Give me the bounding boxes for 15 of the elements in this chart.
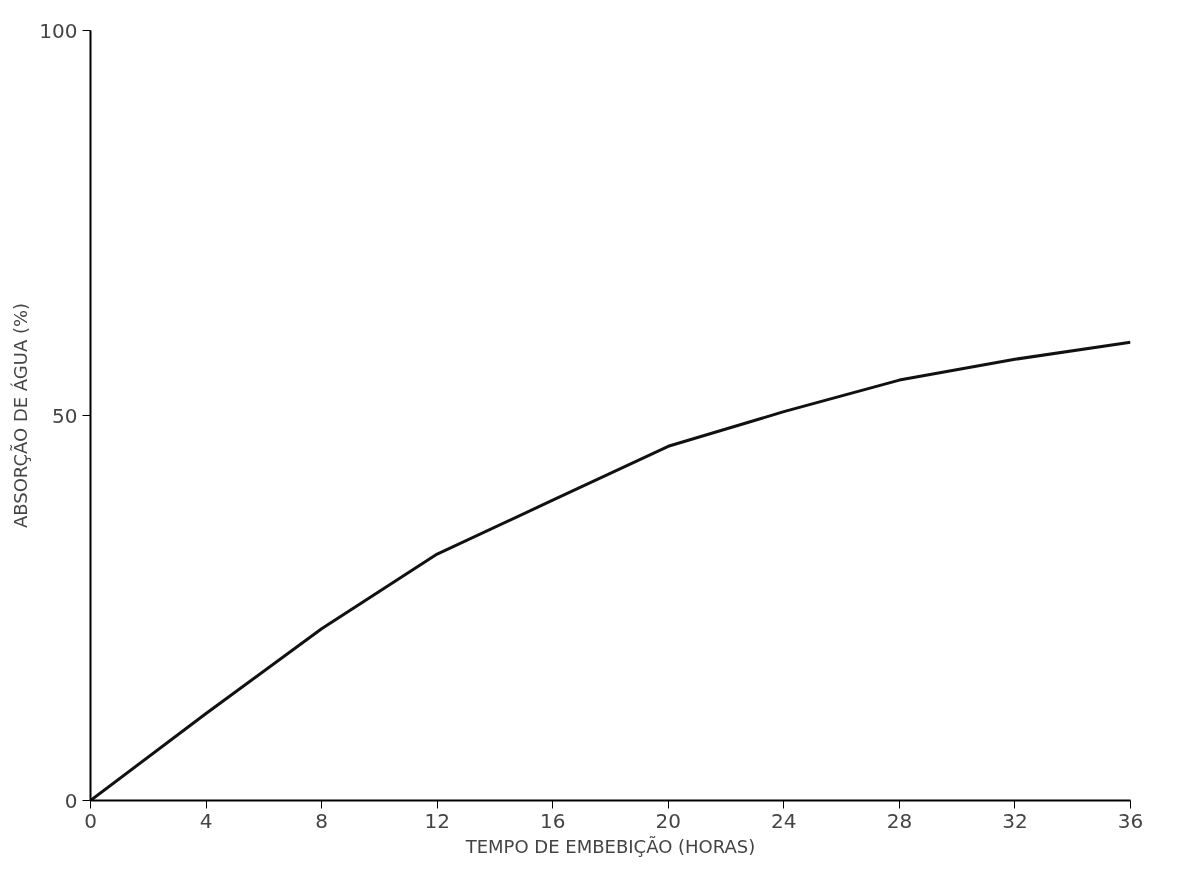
y-tick-label: 100 [39,18,78,43]
y-tick-label: 50 [52,403,78,428]
x-tick-label: 0 [84,808,97,833]
x-tick-label: 24 [771,808,797,833]
y-tick-label: 0 [64,788,78,813]
x-tick-label: 32 [1002,808,1028,833]
x-tick-label: 36 [1117,808,1144,833]
x-tick-label: 16 [540,808,566,833]
x-tick-label: 28 [886,808,913,833]
x-tick-label: 8 [315,808,328,833]
x-axis-title: TEMPO DE EMBEBIÇÃO (HORAS) [464,835,756,857]
x-tick-label: 20 [655,808,682,833]
x-tick-label: 4 [199,808,213,833]
x-tick-label: 12 [424,808,450,833]
y-axis-title: ABSORÇÃO DE ÁGUA (%) [10,302,32,529]
